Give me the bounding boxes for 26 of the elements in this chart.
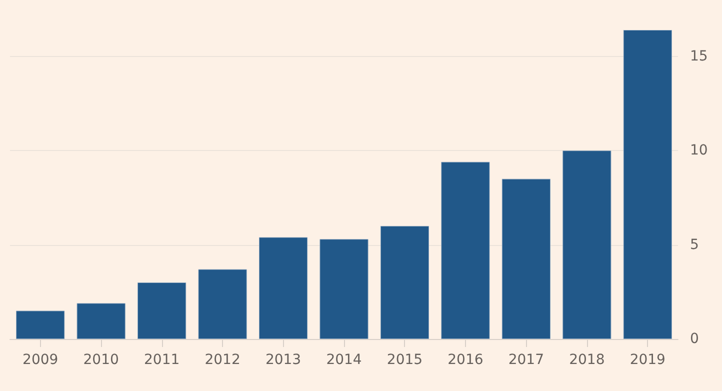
bar xyxy=(502,178,550,339)
bar xyxy=(138,282,186,339)
bar xyxy=(16,310,65,339)
bar xyxy=(76,303,126,339)
x-tick-label: 2012 xyxy=(204,352,240,368)
bar xyxy=(320,239,368,339)
bar xyxy=(623,30,672,339)
x-tick-label: 2010 xyxy=(83,352,119,368)
y-tick-label: 5 xyxy=(690,236,699,253)
bar xyxy=(441,162,490,339)
bar xyxy=(562,150,612,339)
bar xyxy=(258,237,308,339)
x-tick-label: 2018 xyxy=(569,352,605,368)
x-tick-label: 2017 xyxy=(508,352,544,368)
x-tick-label: 2009 xyxy=(22,352,58,368)
x-tick-label: 2019 xyxy=(630,352,666,368)
x-tick-label: 2015 xyxy=(386,352,423,368)
x-tick-label: 2011 xyxy=(144,352,180,368)
bar xyxy=(380,226,430,339)
x-tick-label: 2013 xyxy=(265,352,302,368)
y-tick-label: 0 xyxy=(690,331,699,347)
bar xyxy=(198,269,247,339)
y-tick-label: 10 xyxy=(690,142,708,159)
x-tick-label: 2016 xyxy=(448,352,484,368)
y-tick-label: 15 xyxy=(690,48,708,64)
x-tick-label: 2014 xyxy=(326,352,362,368)
